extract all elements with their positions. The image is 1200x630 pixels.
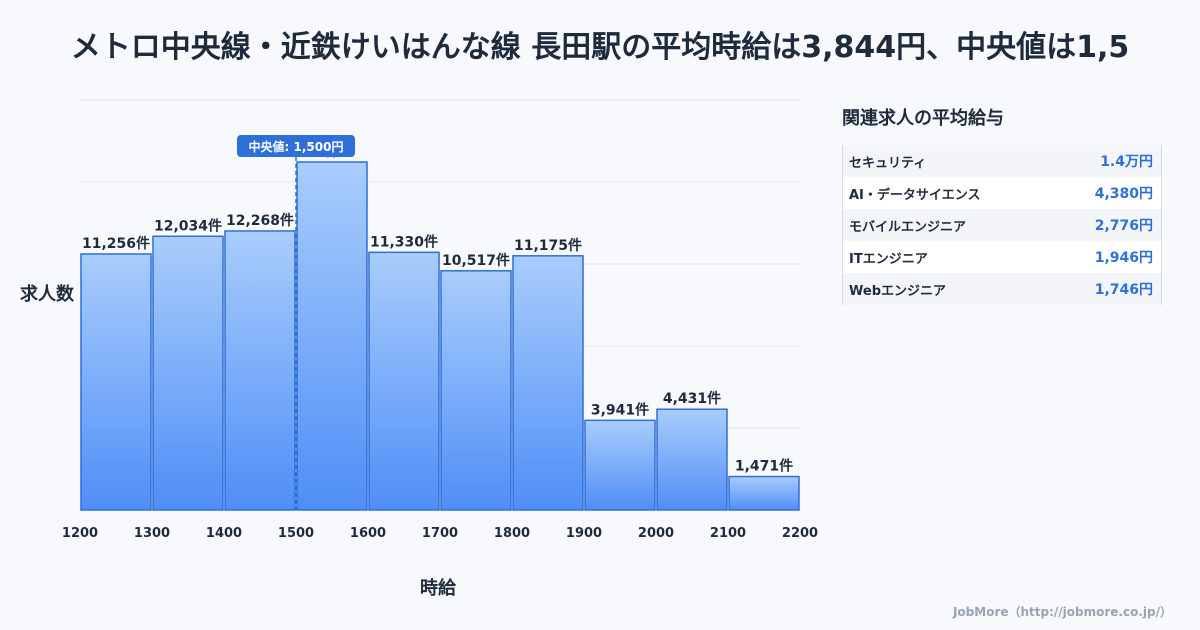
chart-svg: 11,256件12,034件12,268件件11,330件10,517件11,1… [62, 99, 818, 541]
side-item-name: Webエンジニア [849, 283, 946, 299]
histogram-bar[interactable] [80, 253, 152, 511]
histogram-bar[interactable] [224, 230, 296, 511]
bar-layer [80, 161, 800, 511]
bar-value-label: 11,256件 [82, 235, 150, 252]
side-item-name: AI・データサイエンス [849, 187, 981, 203]
side-row-it-engineer[interactable]: ITエンジニア 1,946円 [843, 241, 1161, 273]
median-badge-label: 中央値: 1,500円 [249, 139, 344, 154]
side-item-value: 4,380円 [1094, 186, 1153, 202]
x-tick-label: 2200 [782, 526, 818, 541]
bar-value-label: 12,034件 [154, 217, 222, 234]
x-tick-label: 1200 [62, 526, 98, 541]
median-layer: 中央値: 1,500円 [237, 135, 355, 510]
x-tick-layer: 1200 1300 1400 1500 1600 1700 1800 1900 2000 2100… [62, 526, 818, 541]
side-row-ai-data-science[interactable]: AI・データサイエンス 4,380円 [843, 177, 1161, 209]
side-panel-table: セキュリティ 1.4万円 AI・データサイエンス 4,380円 モバイルエンジニ… [842, 145, 1162, 305]
histogram-bar[interactable] [152, 235, 224, 511]
side-item-value: 2,776円 [1094, 218, 1153, 234]
x-tick-label: 1600 [350, 526, 386, 541]
histogram-bar[interactable] [296, 161, 368, 511]
bar-value-label: 11,175件 [514, 237, 582, 254]
side-item-name: モバイルエンジニア [849, 219, 967, 235]
histogram-bar[interactable] [512, 255, 584, 511]
bar-value-label: 4,431件 [663, 390, 721, 407]
median-badge [237, 135, 355, 157]
x-tick-label: 2000 [638, 526, 674, 541]
histogram-bar[interactable] [440, 270, 512, 511]
side-item-value: 1.4万円 [1100, 154, 1153, 170]
histogram-chart: 11,256件12,034件12,268件件11,330件10,517件11,1… [0, 90, 820, 610]
x-tick-label: 1500 [278, 526, 314, 541]
histogram-bar[interactable] [728, 475, 800, 511]
histogram-bar[interactable] [584, 419, 656, 511]
x-axis-label: 時給 [420, 578, 456, 599]
bar-value-label: 12,268件 [226, 212, 294, 229]
side-panel-title: 関連求人の平均給与 [842, 108, 1004, 129]
side-item-name: セキュリティ [849, 155, 927, 171]
footer-credit[interactable]: JobMore（http://jobmore.co.jp/） [952, 605, 1172, 619]
bar-value-label: 10,517件 [442, 252, 510, 269]
side-row-security[interactable]: セキュリティ 1.4万円 [843, 145, 1161, 177]
page-title: メトロ中央線・近鉄けいはんな線 長田駅の平均時給は3,844円、中央値は1,5 [70, 30, 1130, 65]
histogram-bar[interactable] [368, 251, 440, 511]
y-axis-label: 求人数 [20, 284, 74, 305]
side-item-value: 1,746円 [1094, 282, 1153, 298]
x-tick-label: 1400 [206, 526, 242, 541]
x-tick-label: 1900 [566, 526, 602, 541]
x-tick-label: 1800 [494, 526, 530, 541]
side-row-mobile-engineer[interactable]: モバイルエンジニア 2,776円 [843, 209, 1161, 241]
side-item-value: 1,946円 [1094, 250, 1153, 266]
side-item-name: ITエンジニア [849, 251, 928, 267]
x-tick-label: 1300 [134, 526, 170, 541]
histogram-bar[interactable] [656, 408, 728, 511]
side-row-web-engineer[interactable]: Webエンジニア 1,746円 [843, 273, 1161, 305]
bar-value-label: 11,330件 [370, 233, 438, 250]
bar-value-label: 3,941件 [591, 401, 649, 418]
bar-value-label: 1,471件 [735, 458, 793, 475]
x-tick-label: 2100 [710, 526, 746, 541]
x-tick-label: 1700 [422, 526, 458, 541]
